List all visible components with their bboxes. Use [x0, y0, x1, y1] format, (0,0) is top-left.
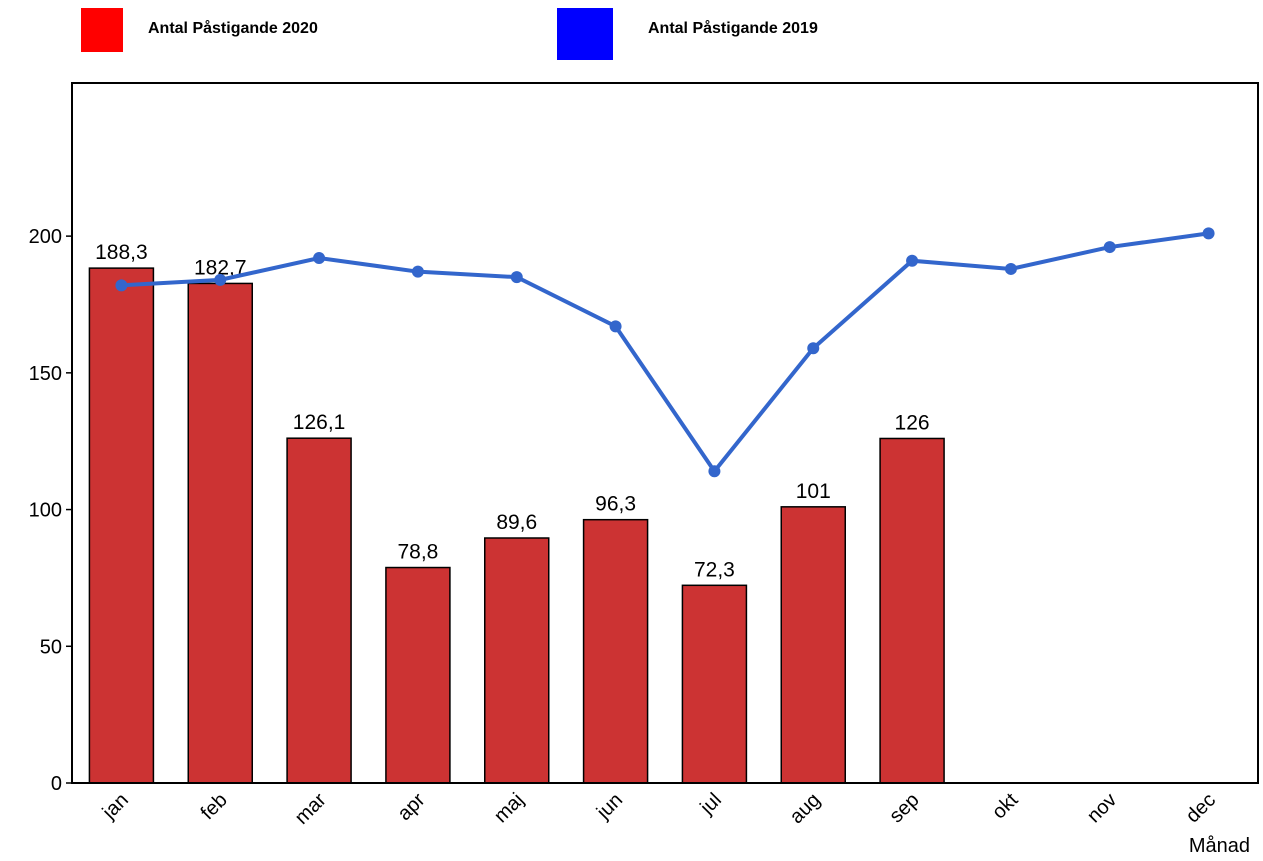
y-tick-label: 100 [29, 500, 62, 522]
bar [582, 518, 649, 784]
x-tick-label: okt [988, 789, 1023, 824]
legend-swatch [81, 8, 123, 52]
x-tick-label: nov [1083, 789, 1121, 827]
line-point [1004, 262, 1017, 275]
bar [385, 566, 451, 784]
x-tick-label: jul [696, 789, 726, 819]
x-tick-label: feb [197, 789, 232, 824]
line-point [807, 342, 820, 355]
line-point [609, 320, 622, 333]
x-axis-label: Månad [1189, 835, 1250, 857]
line-point [411, 265, 424, 278]
plot-frame [71, 82, 1259, 784]
legend-label: Antal Påstigande 2020 [148, 19, 318, 37]
x-tick-label: jun [592, 789, 627, 824]
line-point [1202, 227, 1215, 240]
bar-value-label: 188,3 [95, 241, 148, 264]
bar-value-label: 96,3 [595, 493, 636, 516]
x-tick-label: aug [786, 789, 825, 828]
legend-label: Antal Påstigande 2019 [648, 19, 818, 37]
bar-value-label: 72,3 [694, 558, 735, 581]
line-point [708, 465, 721, 478]
bar-value-label: 182,7 [194, 256, 247, 279]
bar [484, 537, 550, 784]
bar-value-label: 126 [895, 411, 930, 434]
bar-value-label: 126,1 [293, 411, 346, 434]
line-point [510, 271, 523, 284]
bar-value-label: 101 [796, 480, 831, 503]
bar-value-label: 89,6 [496, 511, 537, 534]
bar [187, 282, 253, 784]
x-tick-label: mar [291, 789, 331, 829]
bar-value-label: 78,8 [397, 541, 438, 564]
x-tick-label: dec [1182, 789, 1220, 827]
bar [681, 584, 748, 784]
line [121, 231, 1209, 475]
line-point [115, 279, 128, 292]
x-tick-label: apr [393, 789, 429, 825]
bar [780, 506, 846, 784]
line-point [1103, 241, 1116, 254]
y-tick-label: 50 [40, 636, 62, 658]
y-tick-label: 200 [29, 226, 62, 248]
legend-swatch [557, 8, 613, 60]
bar [88, 267, 155, 784]
x-tick-label: jan [98, 789, 133, 824]
line-point [906, 254, 919, 267]
y-tick-label: 0 [51, 773, 62, 795]
bar [879, 437, 945, 784]
bar [286, 437, 352, 784]
x-tick-label: maj [490, 789, 528, 827]
line-point [313, 252, 326, 264]
line-point [214, 273, 227, 286]
y-tick-label: 150 [29, 363, 62, 385]
x-tick-label: sep [885, 789, 923, 827]
